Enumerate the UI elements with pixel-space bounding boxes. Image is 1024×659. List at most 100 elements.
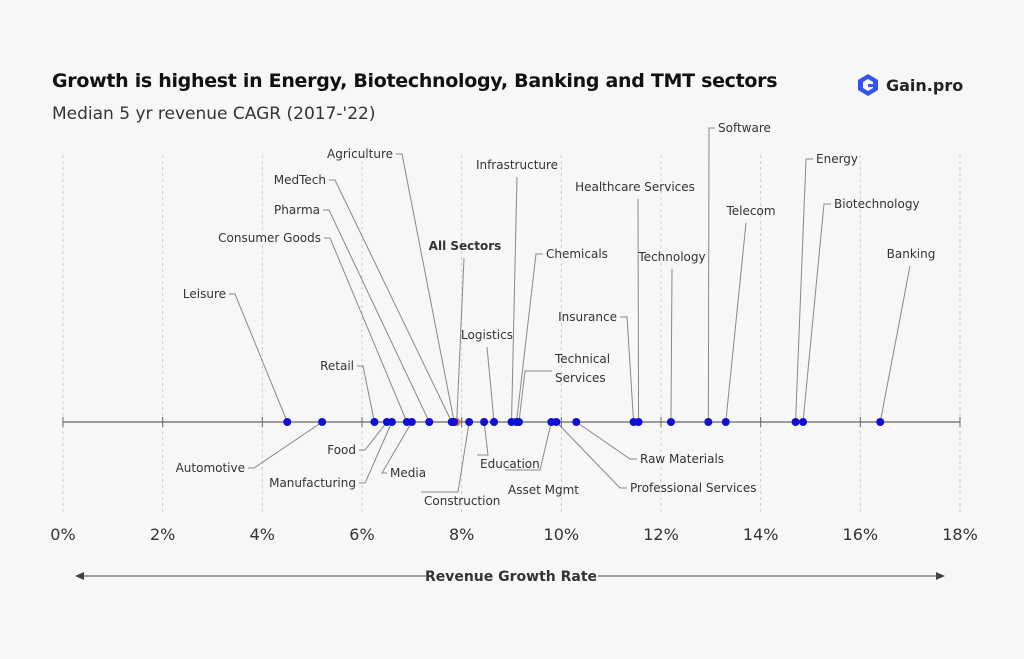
brand-name: Gain.pro xyxy=(886,75,964,95)
point-label-insurance: Insurance xyxy=(558,310,617,324)
leader-line-technical-services xyxy=(518,370,552,423)
point-automotive xyxy=(318,418,327,426)
point-banking xyxy=(876,418,885,426)
x-tick-label: 18% xyxy=(942,525,978,544)
point-leisure xyxy=(283,418,292,426)
leader-line-biotechnology xyxy=(802,203,831,423)
leader-line-telecom xyxy=(725,222,747,423)
chart-subtitle: Median 5 yr revenue CAGR (2017-'22) xyxy=(52,104,376,124)
leader-line-asset-mgmt xyxy=(505,421,552,471)
point-pharma xyxy=(425,418,434,426)
point-label-consumer-goods: Consumer Goods xyxy=(218,231,321,245)
point-construction xyxy=(465,418,474,426)
x-tick-label: 16% xyxy=(843,525,879,544)
point-label-asset-mgmt: Asset Mgmt xyxy=(508,483,579,497)
chart-point-labels: Leisure Automotive Retail Food Manufacturing… xyxy=(176,121,936,508)
leader-line-logistics xyxy=(486,346,495,423)
leader-line-leisure xyxy=(229,293,288,423)
leader-line-raw-materials xyxy=(575,421,637,460)
point-label-retail: Retail xyxy=(320,359,354,373)
point-label-pharma: Pharma xyxy=(274,203,320,217)
leader-line-retail xyxy=(357,365,375,423)
point-logistics xyxy=(490,418,499,426)
x-tick-label: 12% xyxy=(643,525,679,544)
point-label-all-sectors: All Sectors xyxy=(429,239,502,253)
point-telecom xyxy=(721,418,730,426)
point-label-manufacturing: Manufacturing xyxy=(269,476,356,490)
leader-line-medtech xyxy=(329,179,453,423)
point-label-technology: Technology xyxy=(637,250,705,264)
point-label-professional-services: Professional Services xyxy=(630,481,757,495)
point-label-logistics: Logistics xyxy=(461,328,513,342)
leader-line-media xyxy=(381,421,413,474)
point-raw-materials xyxy=(572,418,581,426)
point-manufacturing xyxy=(387,418,396,426)
point-label-banking: Banking xyxy=(887,247,936,261)
point-label-energy: Energy xyxy=(816,152,858,166)
point-label-automotive: Automotive xyxy=(176,461,245,475)
point-software xyxy=(704,418,713,426)
x-tick-label: 4% xyxy=(250,525,275,544)
x-tick-label: 14% xyxy=(743,525,779,544)
point-label-leisure: Leisure xyxy=(183,287,226,301)
x-tick-label: 10% xyxy=(544,525,580,544)
leader-line-infrastructure xyxy=(511,176,518,423)
point-professional-services xyxy=(552,418,561,426)
point-label-biotechnology: Biotechnology xyxy=(834,197,920,211)
x-axis-label: Revenue Growth Rate xyxy=(425,569,597,585)
x-tick-label: 0% xyxy=(50,525,75,544)
leader-line-pharma xyxy=(323,209,430,423)
leader-line-food xyxy=(359,421,388,451)
brand-logo: Gain.pro xyxy=(856,73,963,97)
point-label-telecom: Telecom xyxy=(725,204,775,218)
chart-x-tick-labels: 0% 2% 4% 6% 8% 10% 12% 14% 16% 18% xyxy=(50,525,977,544)
point-label-chemicals: Chemicals xyxy=(546,247,608,261)
arrow-right-icon xyxy=(936,572,945,580)
leader-line-manufacturing xyxy=(359,421,393,484)
point-retail xyxy=(370,418,379,426)
point-biotechnology xyxy=(799,418,808,426)
x-axis-label-group: Revenue Growth Rate xyxy=(75,569,945,585)
point-healthcare-services xyxy=(634,418,643,426)
chart-title: Growth is highest in Energy, Biotechnolo… xyxy=(52,70,778,92)
point-label-medtech: MedTech xyxy=(274,173,326,187)
leader-line-automotive xyxy=(248,421,323,469)
point-label-software: Software xyxy=(718,121,771,135)
point-label-infrastructure: Infrastructure xyxy=(476,158,558,172)
point-technology xyxy=(666,418,675,426)
arrow-left-icon xyxy=(75,572,84,580)
chart-leader-lines xyxy=(229,127,911,493)
chart-points xyxy=(283,418,885,426)
leader-line-chemicals xyxy=(515,253,543,423)
leader-line-software xyxy=(707,127,715,423)
leader-line-technology xyxy=(670,268,673,423)
point-label-agriculture: Agriculture xyxy=(327,147,393,161)
leader-line-consumer-goods xyxy=(324,237,408,423)
point-agriculture xyxy=(450,418,459,426)
point-label-raw-materials: Raw Materials xyxy=(640,452,724,466)
leader-line-construction xyxy=(421,421,470,493)
chart-grid xyxy=(62,155,961,515)
leader-line-education xyxy=(477,421,489,456)
x-tick-label: 2% xyxy=(150,525,175,544)
point-label-media: Media xyxy=(390,466,426,480)
x-tick-label: 8% xyxy=(449,525,474,544)
gain-pro-logo-icon xyxy=(858,74,878,96)
leader-line-agriculture xyxy=(396,153,455,423)
point-label-construction: Construction xyxy=(424,494,500,508)
leader-line-insurance xyxy=(620,316,635,423)
leader-line-banking xyxy=(879,265,911,423)
point-label-food: Food xyxy=(327,443,356,457)
point-media xyxy=(407,418,416,426)
leader-line-energy xyxy=(795,158,813,423)
point-education xyxy=(480,418,489,426)
point-energy xyxy=(791,418,800,426)
leader-line-professional-services xyxy=(555,421,627,489)
point-technical-services xyxy=(514,418,523,426)
x-tick-label: 6% xyxy=(349,525,374,544)
point-label-education: Education xyxy=(480,457,540,471)
point-label-healthcare-services: Healthcare Services xyxy=(575,180,695,194)
leader-line-all-sectors xyxy=(456,257,465,423)
point-label-technical-services: Technical Services xyxy=(554,352,610,385)
